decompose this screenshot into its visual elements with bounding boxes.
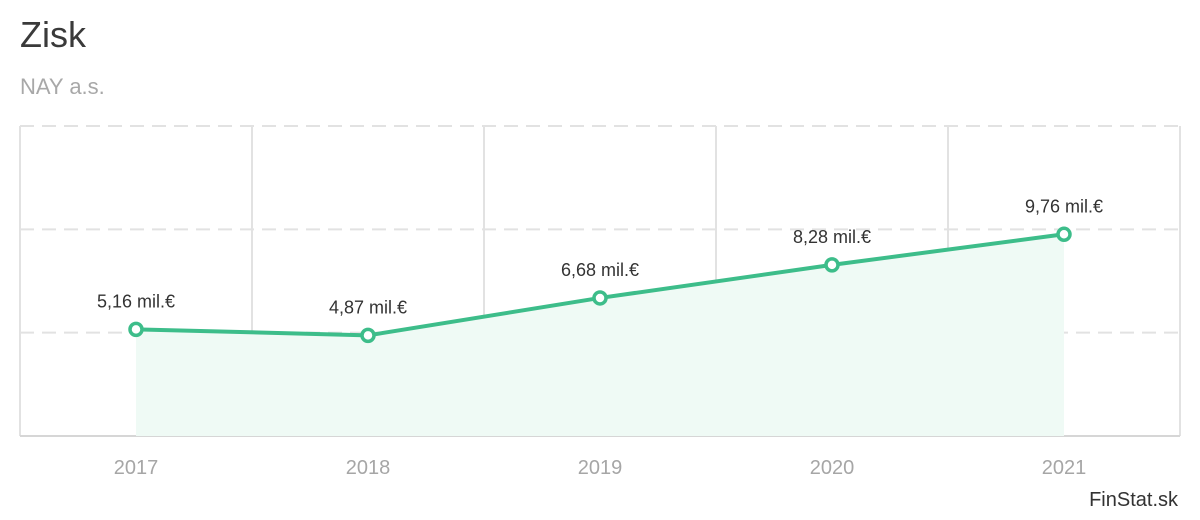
chart-subtitle: NAY a.s. bbox=[20, 74, 105, 99]
data-label: 5,16 mil.€ bbox=[97, 291, 175, 311]
area-fill bbox=[136, 234, 1064, 436]
data-label: 6,68 mil.€ bbox=[561, 260, 639, 280]
label-layer: 5,16 mil.€ 4,87 mil.€ 6,68 mil.€ 8,28 mil.€… bbox=[97, 196, 1103, 317]
x-tick-label: 2017 bbox=[114, 457, 159, 479]
chart-title: Zisk bbox=[20, 14, 86, 55]
x-axis-ticks: 2017 2018 2019 2020 2021 bbox=[114, 457, 1087, 479]
data-label: 9,76 mil.€ bbox=[1025, 196, 1103, 216]
data-point bbox=[824, 257, 840, 273]
data-label: 4,87 mil.€ bbox=[329, 297, 407, 317]
data-point bbox=[1056, 226, 1072, 243]
area-layer bbox=[136, 234, 1064, 436]
x-tick-label: 2018 bbox=[346, 457, 391, 479]
point-layer bbox=[128, 226, 1072, 344]
source-credit: FinStat.sk bbox=[1089, 489, 1178, 511]
x-tick-label: 2020 bbox=[810, 457, 855, 479]
x-tick-label: 2019 bbox=[578, 457, 623, 479]
data-point bbox=[360, 327, 376, 344]
x-tick-label: 2021 bbox=[1042, 457, 1087, 479]
data-point bbox=[592, 290, 608, 306]
data-point bbox=[128, 321, 144, 338]
data-label: 8,28 mil.€ bbox=[793, 227, 871, 247]
